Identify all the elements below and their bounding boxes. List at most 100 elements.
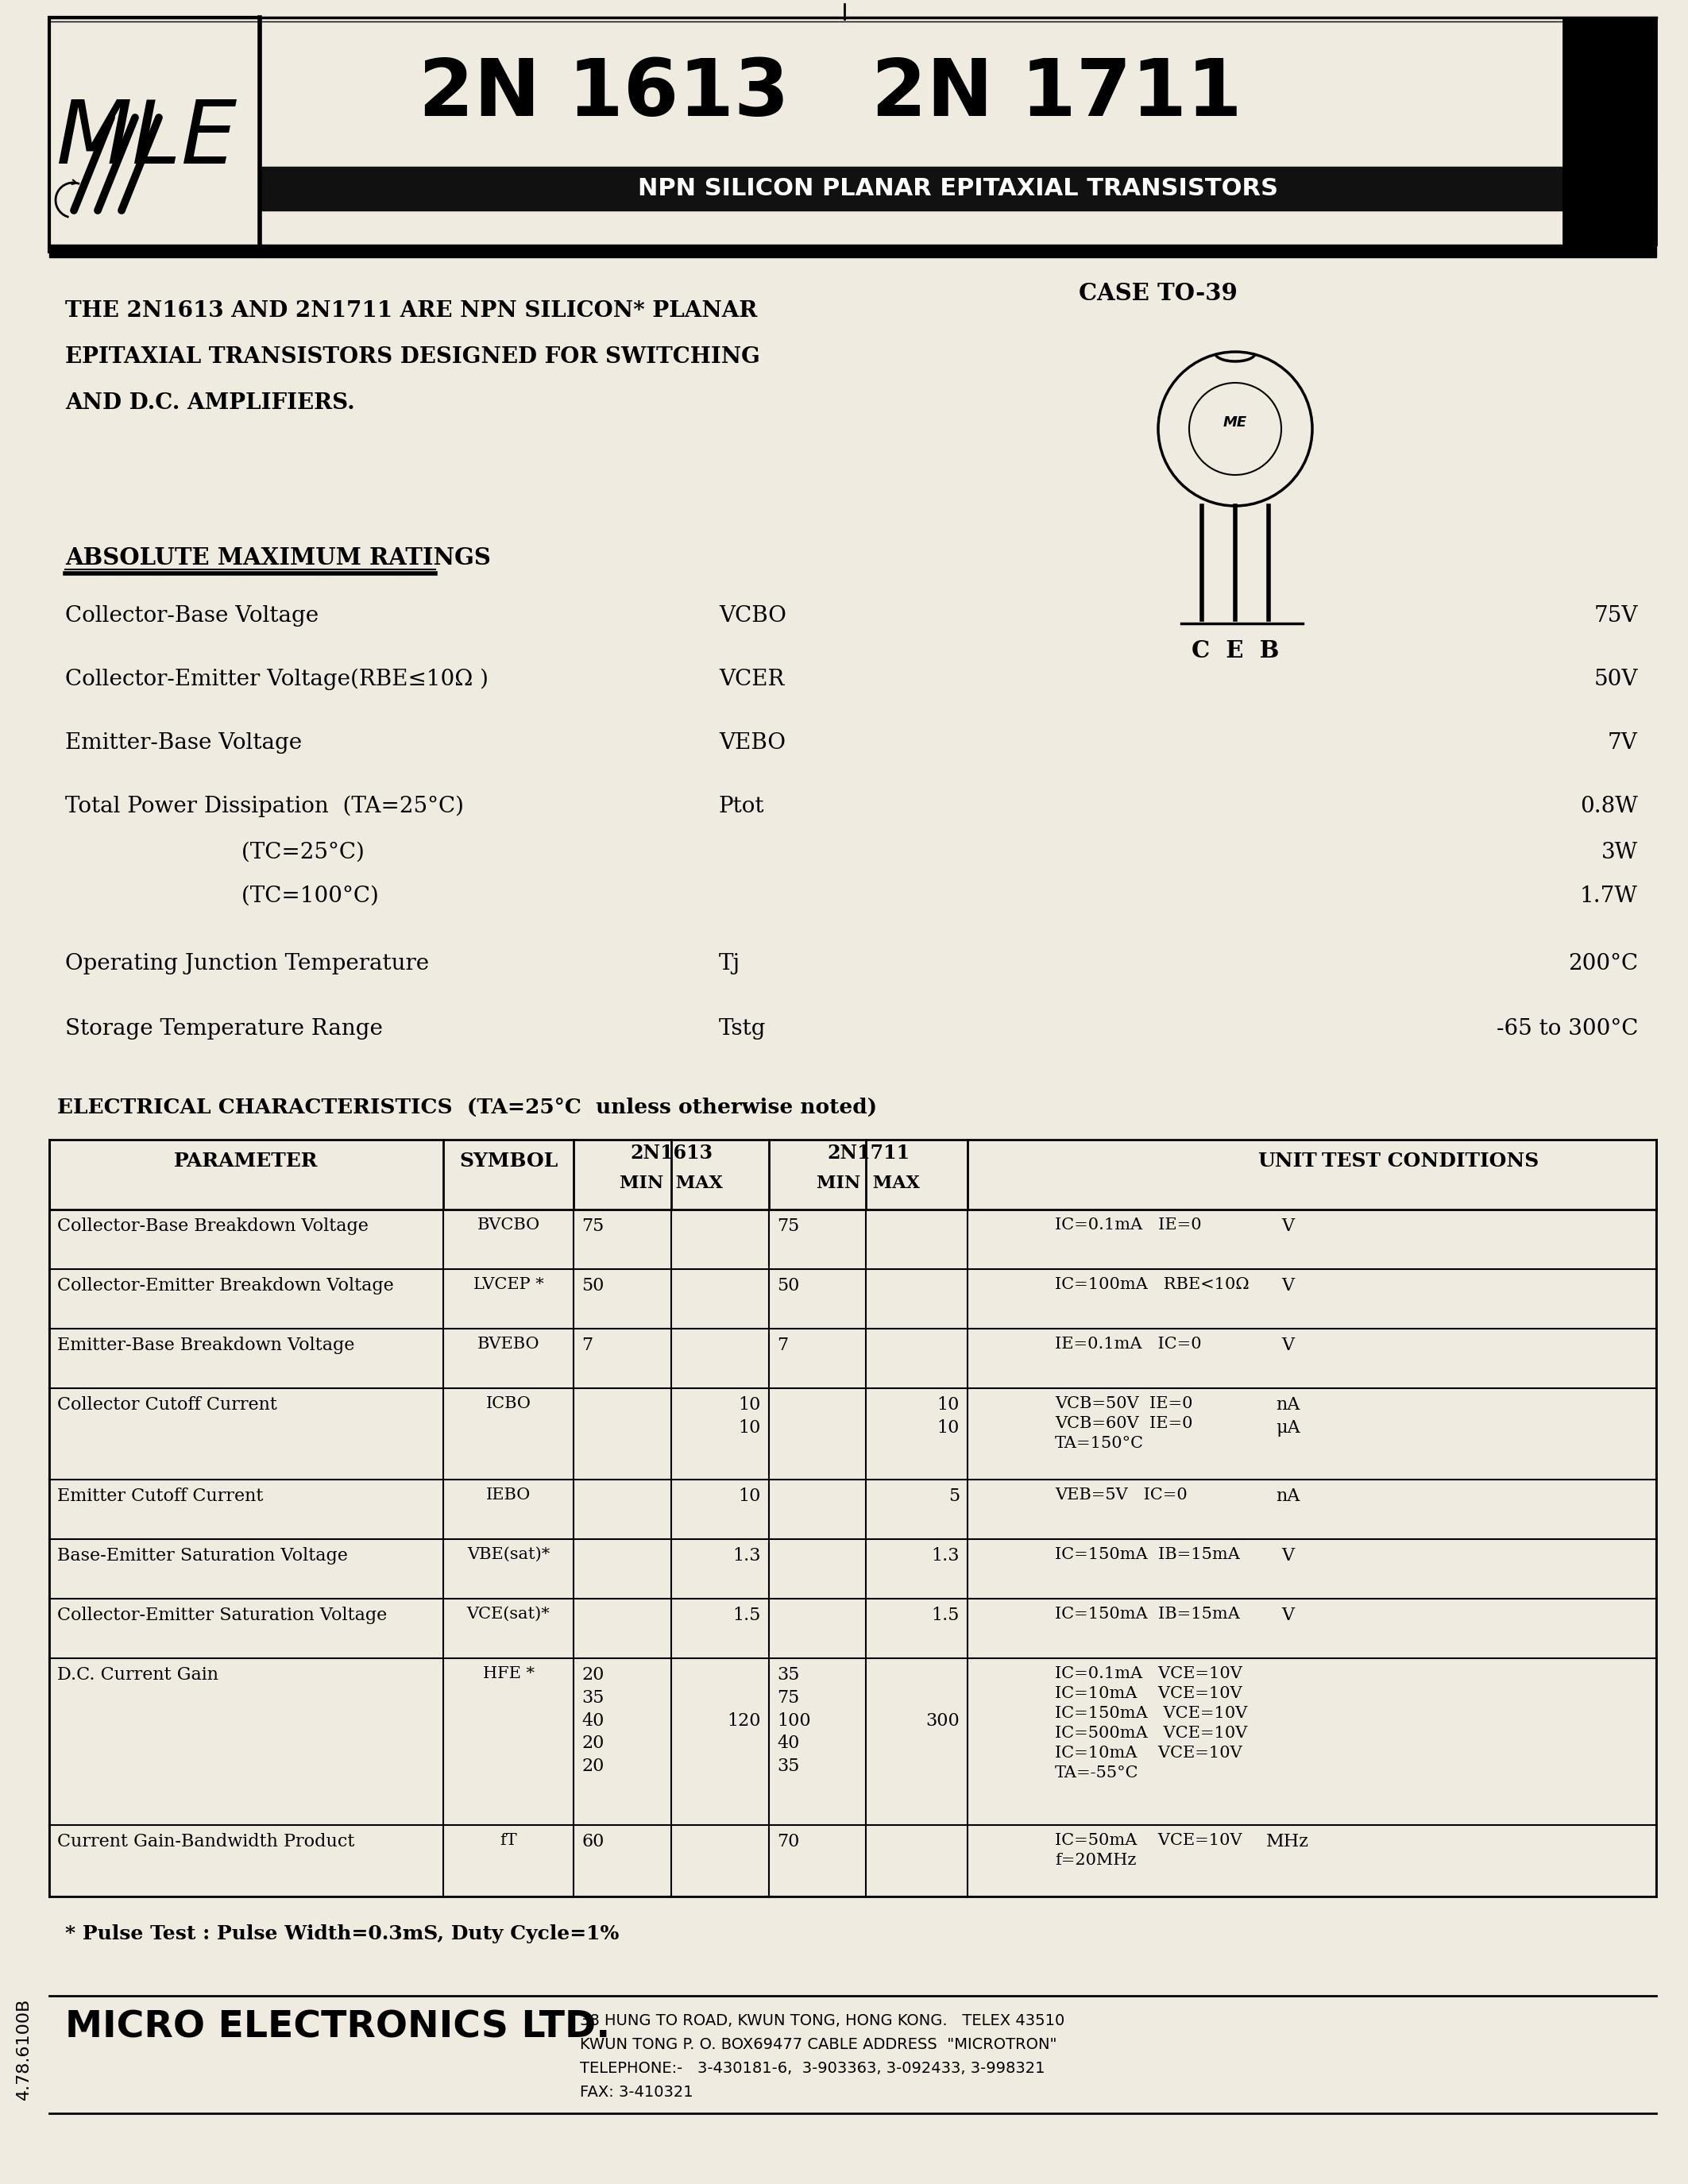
Text: V: V [1281,1278,1295,1295]
Text: 7: 7 [581,1337,592,1354]
Text: (TC=25°C): (TC=25°C) [66,841,365,863]
Text: 38 HUNG TO ROAD, KWUN TONG, HONG KONG.   TELEX 43510: 38 HUNG TO ROAD, KWUN TONG, HONG KONG. T… [581,2014,1065,2029]
Text: 75V: 75V [1593,605,1637,627]
Text: NPN SILICON PLANAR EPITAXIAL TRANSISTORS: NPN SILICON PLANAR EPITAXIAL TRANSISTORS [638,177,1278,199]
Text: SYMBOL: SYMBOL [459,1151,557,1171]
Text: 1.3: 1.3 [932,1546,959,1564]
Text: fT: fT [500,1832,517,1848]
Text: AND D.C. AMPLIFIERS.: AND D.C. AMPLIFIERS. [66,393,354,413]
Text: 1.5: 1.5 [932,1607,959,1625]
Text: IC=0.1mA   IE=0: IC=0.1mA IE=0 [1055,1216,1202,1232]
Text: KWUN TONG P. O. BOX69477 CABLE ADDRESS  "MICROTRON": KWUN TONG P. O. BOX69477 CABLE ADDRESS "… [581,2038,1057,2053]
Text: TELEPHONE:-   3-430181-6,  3-903363, 3-092433, 3-998321: TELEPHONE:- 3-430181-6, 3-903363, 3-0924… [581,2062,1045,2077]
Text: Tstg: Tstg [719,1018,766,1040]
Text: ME: ME [1224,415,1247,430]
Text: BVCBO: BVCBO [478,1216,540,1232]
Text: VCER: VCER [719,668,785,690]
Text: Collector-Emitter Voltage(RBE≤10Ω ): Collector-Emitter Voltage(RBE≤10Ω ) [66,668,488,690]
Text: HFE *: HFE * [483,1666,533,1682]
Text: VCB=50V  IE=0
VCB=60V  IE=0
TA=150°C: VCB=50V IE=0 VCB=60V IE=0 TA=150°C [1055,1396,1193,1450]
Text: 7V: 7V [1609,732,1637,753]
Text: Storage Temperature Range: Storage Temperature Range [66,1018,383,1040]
Text: Collector-Emitter Saturation Voltage: Collector-Emitter Saturation Voltage [57,1607,387,1625]
Text: 2N 1613: 2N 1613 [419,55,788,133]
Text: 1.3: 1.3 [733,1546,761,1564]
Text: 300: 300 [925,1666,959,1776]
Text: 50: 50 [581,1278,604,1295]
Text: VEBO: VEBO [719,732,785,753]
Text: 10
10: 10 10 [738,1396,761,1437]
Text: (TC=100°C): (TC=100°C) [66,885,378,906]
Text: UNIT: UNIT [1258,1151,1317,1171]
Text: V: V [1281,1216,1295,1234]
Text: 0.8W: 0.8W [1580,795,1637,817]
Text: FAX: 3-410321: FAX: 3-410321 [581,2086,694,2099]
Bar [49,17,260,251]
Text: 75: 75 [581,1216,604,1234]
Text: -65 to 300°C: -65 to 300°C [1496,1018,1637,1040]
Text: 60: 60 [581,1832,604,1850]
Text: Emitter-Base Breakdown Voltage: Emitter-Base Breakdown Voltage [57,1337,354,1354]
Text: ELECTRICAL CHARACTERISTICS  (TA=25°C  unless otherwise noted): ELECTRICAL CHARACTERISTICS (TA=25°C unle… [57,1099,878,1118]
Text: VCE(sat)*: VCE(sat)* [468,1607,550,1623]
Text: * Pulse Test : Pulse Width=0.3mS, Duty Cycle=1%: * Pulse Test : Pulse Width=0.3mS, Duty C… [66,1924,619,1944]
Text: IC=100mA   RBE<10Ω: IC=100mA RBE<10Ω [1055,1278,1249,1293]
Text: MIN  MAX: MIN MAX [619,1175,722,1192]
Text: Collector-Base Voltage: Collector-Base Voltage [66,605,319,627]
Text: Tj: Tj [719,952,741,974]
Text: IC=50mA    VCE=10V
f=20MHz: IC=50mA VCE=10V f=20MHz [1055,1832,1242,1867]
Text: Current Gain-Bandwidth Product: Current Gain-Bandwidth Product [57,1832,354,1850]
Text: VCBO: VCBO [719,605,787,627]
Text: Operating Junction Temperature: Operating Junction Temperature [66,952,429,974]
Text: Ptot: Ptot [719,795,765,817]
Text: VEB=5V   IC=0: VEB=5V IC=0 [1055,1487,1187,1503]
Text: THE 2N1613 AND 2N1711 ARE NPN SILICON* PLANAR: THE 2N1613 AND 2N1711 ARE NPN SILICON* P… [66,299,758,321]
Text: IC=0.1mA   VCE=10V
IC=10mA    VCE=10V
IC=150mA   VCE=10V
IC=500mA   VCE=10V
IC=1: IC=0.1mA VCE=10V IC=10mA VCE=10V IC=150m… [1055,1666,1247,1780]
Text: IC=150mA  IB=15mA: IC=150mA IB=15mA [1055,1607,1241,1623]
Text: Emitter Cutoff Current: Emitter Cutoff Current [57,1487,263,1505]
Text: IC=150mA  IB=15mA: IC=150mA IB=15mA [1055,1546,1241,1562]
Text: 2N1711: 2N1711 [827,1144,910,1162]
Text: Total Power Dissipation  (TA=25°C): Total Power Dissipation (TA=25°C) [66,795,464,817]
Text: IE=0.1mA   IC=0: IE=0.1mA IC=0 [1055,1337,1202,1352]
Text: PARAMETER: PARAMETER [174,1151,319,1171]
Text: VBE(sat)*: VBE(sat)* [468,1546,550,1562]
Text: V: V [1281,1337,1295,1354]
Text: C  E  B: C E B [1192,640,1280,662]
Bar [49,245,1656,258]
Text: Collector Cutoff Current: Collector Cutoff Current [57,1396,277,1413]
Text: 50V: 50V [1593,668,1637,690]
Text: $\mathit{MLE}$: $\mathit{MLE}$ [56,96,238,181]
Text: 1.7W: 1.7W [1580,885,1637,906]
Text: ICBO: ICBO [486,1396,532,1411]
Text: 1.5: 1.5 [733,1607,761,1625]
Text: MICRO ELECTRONICS LTD.: MICRO ELECTRONICS LTD. [66,2009,611,2046]
Text: 4.78.6100B: 4.78.6100B [15,1998,32,2101]
Text: 3W: 3W [1602,841,1637,863]
Text: TEST CONDITIONS: TEST CONDITIONS [1322,1151,1539,1171]
Text: 7: 7 [776,1337,788,1354]
Text: 120: 120 [728,1666,761,1776]
Text: MHz: MHz [1266,1832,1310,1850]
Text: 5: 5 [949,1487,959,1505]
Text: 20
35
40
20
20: 20 35 40 20 20 [581,1666,604,1776]
Text: Emitter-Base Voltage: Emitter-Base Voltage [66,732,302,753]
Text: Collector-Base Breakdown Voltage: Collector-Base Breakdown Voltage [57,1216,368,1234]
Text: nA: nA [1276,1487,1300,1505]
Bar [260,166,1656,210]
Bar [1563,17,1656,245]
Text: 10: 10 [738,1487,761,1505]
Text: IEBO: IEBO [486,1487,530,1503]
Text: Base-Emitter Saturation Voltage: Base-Emitter Saturation Voltage [57,1546,348,1564]
Text: 75: 75 [776,1216,800,1234]
Text: ABSOLUTE MAXIMUM RATINGS: ABSOLUTE MAXIMUM RATINGS [66,546,491,570]
Text: 2N 1711: 2N 1711 [871,55,1242,133]
Text: LVCЕР *: LVCЕР * [473,1278,544,1293]
Text: V: V [1281,1607,1295,1625]
Text: 10
10: 10 10 [937,1396,959,1437]
Text: Collector-Emitter Breakdown Voltage: Collector-Emitter Breakdown Voltage [57,1278,393,1295]
Text: 50: 50 [776,1278,800,1295]
Text: MIN  MAX: MIN MAX [817,1175,920,1192]
Text: BVEBO: BVEBO [478,1337,540,1352]
Text: 70: 70 [776,1832,800,1850]
